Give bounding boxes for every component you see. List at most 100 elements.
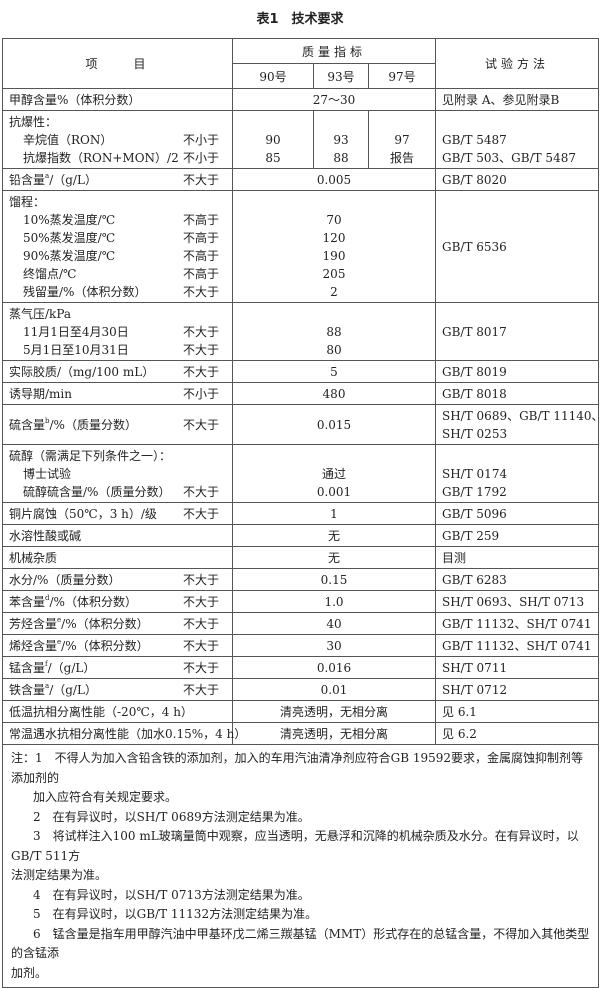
- value: 0.005: [316, 172, 352, 187]
- item-cell: 甲醇含量%（体积分数）: [2, 88, 233, 111]
- item-cell: 铅含量a/（g/L） 不大于: [2, 168, 233, 191]
- value-cell: 88 80: [232, 302, 436, 361]
- item-text: 水分/%（质量分数）: [9, 572, 121, 587]
- item-cell: 芳烃含量e/%（体积分数） 不大于: [2, 612, 233, 635]
- item-limit: 不大于: [183, 172, 220, 187]
- value: 205: [322, 266, 346, 281]
- item-cell: 锰含量f/（g/L） 不大于: [2, 656, 233, 679]
- item-limit: 不大于: [183, 324, 220, 339]
- method: GB/T 6283: [442, 572, 507, 587]
- method-cell: GB/T 11132、SH/T 0741: [435, 612, 599, 635]
- header-grade-90: 90号: [232, 63, 314, 89]
- item-cell: 机械杂质: [2, 546, 233, 569]
- item-text: 芳烃含量: [9, 616, 58, 631]
- item-limit: 不高于: [183, 212, 220, 227]
- item-limit: 不小于: [183, 132, 220, 147]
- item-unit: /（g/L）: [47, 660, 96, 675]
- item-cell: 苯含量d/%（体积分数） 不大于: [2, 590, 233, 613]
- item-name: 90%蒸发温度/℃ 不高于: [3, 247, 232, 265]
- item-unit: /（g/L）: [49, 172, 97, 187]
- method: 见 6.1: [442, 704, 477, 719]
- item-limit: 不大于: [183, 594, 220, 609]
- table-row: 锰含量f/（g/L） 不大于 0.016 SH/T 0711: [2, 656, 599, 679]
- table-row: 铁含量a/（g/L） 不大于 0.01 SH/T 0712: [2, 678, 599, 701]
- footnote-mark: e: [57, 637, 62, 646]
- item-cell: 水分/%（质量分数） 不大于: [2, 568, 233, 591]
- table-row: 硫含量b/%（质量分数） 不大于 0.015 SH/T 0689、GB/T 11140…: [2, 404, 600, 445]
- method-cell: GB/T 8020: [435, 168, 599, 191]
- value: 通过: [321, 466, 346, 481]
- value-cell: 27～30: [232, 88, 436, 111]
- item-text: 辛烷值（RON）: [23, 132, 113, 147]
- value-cell: 70 120 190 205 2: [232, 190, 436, 303]
- footnote-mark: f: [45, 659, 48, 668]
- item-name: 低温抗相分离性能（-20℃，4 h）: [3, 703, 232, 721]
- method: GB/T 503、GB/T 5487: [442, 150, 576, 165]
- item-name: 铜片腐蚀（50℃，3 h）/级 不大于: [3, 505, 232, 523]
- value-cell: 清亮透明，无相分离: [232, 722, 436, 745]
- method-cell: GB/T 6283: [435, 568, 599, 591]
- item-name: 博士试验: [3, 465, 232, 483]
- method-cell: 见 6.2: [435, 722, 599, 745]
- method-cell: SH/T 0712: [435, 678, 599, 701]
- method-cell: GB/T 11132、SH/T 0741: [435, 634, 599, 657]
- table-row: 苯含量d/%（体积分数） 不大于 1.0 SH/T 0693、SH/T 0713: [2, 590, 599, 613]
- method: GB/T 8018: [442, 386, 507, 401]
- item-cell: 诱导期/min 不小于: [2, 382, 233, 405]
- value-cell: 0.015: [232, 404, 436, 445]
- table-row: 芳烃含量e/%（体积分数） 不大于 40 GB/T 11132、SH/T 0741: [2, 612, 599, 635]
- note-line: 加剂。: [11, 965, 48, 980]
- item-text: 10%蒸发温度/℃: [23, 212, 116, 227]
- item-text: 硫醇（需满足下列条件之一）：: [9, 448, 172, 463]
- value-cell: 清亮透明，无相分离: [232, 700, 436, 723]
- item-name: 11月1日至4月30日 不大于: [3, 323, 232, 341]
- item-cell: 硫含量b/%（质量分数） 不大于: [2, 404, 233, 445]
- table-title: 表1 技术要求: [256, 12, 344, 27]
- table-row: 铜片腐蚀（50℃，3 h）/级 不大于 1 GB/T 5096: [2, 502, 599, 525]
- value-cell: 1.0: [232, 590, 436, 613]
- method-cell: GB/T 5096: [435, 502, 599, 525]
- item-cell: 硫醇（需满足下列条件之一）： 博士试验 硫醇硫含量/%（质量分数） 不大于: [2, 444, 233, 503]
- value: 70: [326, 212, 342, 227]
- method-cell: SH/T 0174 GB/T 1792: [435, 444, 599, 503]
- value-cell: 1: [232, 502, 436, 525]
- grade-cell: 93 88: [313, 110, 369, 169]
- method-cell: SH/T 0711: [435, 656, 599, 679]
- table-row: 铅含量a/（g/L） 不大于 0.005 GB/T 8020: [2, 168, 599, 191]
- method: GB/T 11132、SH/T 0741: [442, 616, 592, 631]
- method: 目测: [442, 550, 467, 565]
- value: 清亮透明，无相分离: [279, 704, 388, 719]
- value: 190: [322, 248, 346, 263]
- item-cell: 铜片腐蚀（50℃，3 h）/级 不大于: [2, 502, 233, 525]
- item-cell: 铁含量a/（g/L） 不大于: [2, 678, 233, 701]
- method-cell: GB/T 8018: [435, 382, 599, 405]
- item-limit: 不大于: [183, 484, 220, 499]
- item-text: 机械杂质: [9, 550, 58, 565]
- notes: 注：1 不得人为加入含铅含铁的添加剂，加入的车用汽油清净剂应符合GB 19592…: [2, 744, 599, 988]
- method-cell: 见附录 A、参见附录B: [435, 88, 599, 111]
- item-limit: 不大于: [183, 682, 220, 697]
- item-limit: 不大于: [183, 572, 220, 587]
- table-row: 实际胶质/（mg/100 mL） 不大于 5 GB/T 8019: [2, 360, 599, 383]
- item-limit: 不大于: [183, 417, 220, 432]
- method-cell: SH/T 0689、GB/T 11140、 SH/T 0253: [435, 404, 600, 445]
- table-row: 甲醇含量%（体积分数） 27～30 见附录 A、参见附录B: [2, 88, 599, 111]
- header-method: 试验方法: [435, 38, 599, 89]
- footnote-mark: e: [57, 615, 62, 624]
- header-grade-97: 97号: [368, 63, 436, 89]
- item-name: 铁含量a/（g/L） 不大于: [3, 681, 232, 699]
- item-text: 50%蒸发温度/℃: [23, 230, 116, 245]
- item-unit: /%（体积分数）: [61, 616, 149, 631]
- item-text: 11月1日至4月30日: [23, 324, 129, 339]
- item-text: 硫醇硫含量/%（质量分数）: [23, 484, 171, 499]
- header-grades-row: 90号 93号 97号: [3, 63, 599, 89]
- item-text: 苯含量: [9, 594, 46, 609]
- method: 见附录 A、参见附录B: [442, 92, 560, 107]
- item-cell: 水溶性酸或碱: [2, 524, 233, 547]
- item-name: 硫含量b/%（质量分数） 不大于: [3, 416, 232, 434]
- item-limit: 不大于: [183, 616, 220, 631]
- value: 5: [330, 364, 338, 379]
- table-row: 馏程： 10%蒸发温度/℃ 不高于 50%蒸发温度/℃ 不高于 90%蒸发温度/℃ 不高于终…: [2, 190, 599, 303]
- value: 无: [327, 528, 340, 543]
- item-limit: 不小于: [183, 386, 220, 401]
